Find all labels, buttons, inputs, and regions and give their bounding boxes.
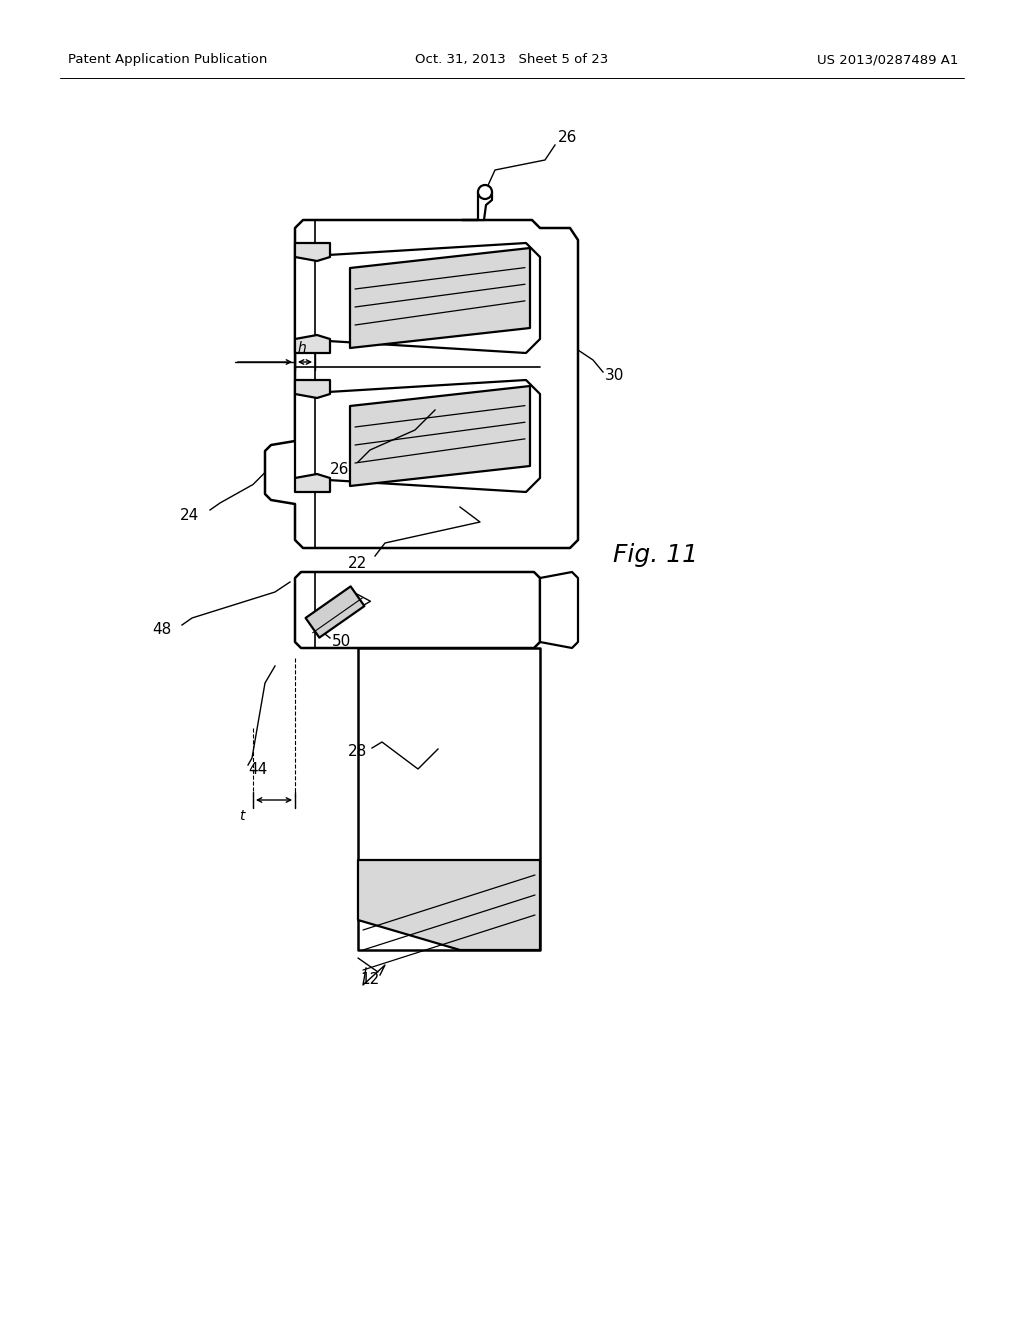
Text: 26: 26 bbox=[558, 131, 578, 145]
Text: 24: 24 bbox=[180, 507, 200, 523]
Polygon shape bbox=[265, 220, 578, 548]
Text: h: h bbox=[298, 341, 307, 355]
Text: Oct. 31, 2013   Sheet 5 of 23: Oct. 31, 2013 Sheet 5 of 23 bbox=[416, 54, 608, 66]
Polygon shape bbox=[295, 335, 330, 352]
Polygon shape bbox=[305, 586, 365, 638]
Polygon shape bbox=[462, 191, 492, 220]
Text: 12: 12 bbox=[360, 973, 379, 987]
Polygon shape bbox=[295, 474, 330, 492]
Polygon shape bbox=[295, 243, 540, 352]
Text: 48: 48 bbox=[152, 623, 171, 638]
Text: 30: 30 bbox=[605, 367, 625, 383]
Text: 44: 44 bbox=[248, 763, 267, 777]
Polygon shape bbox=[350, 248, 530, 348]
Polygon shape bbox=[358, 648, 540, 950]
Text: t: t bbox=[240, 809, 245, 822]
Text: 26: 26 bbox=[330, 462, 349, 478]
Text: 28: 28 bbox=[348, 744, 368, 759]
Polygon shape bbox=[358, 861, 540, 950]
Text: Fig. 11: Fig. 11 bbox=[613, 543, 698, 568]
Polygon shape bbox=[295, 243, 330, 261]
Text: US 2013/0287489 A1: US 2013/0287489 A1 bbox=[816, 54, 958, 66]
Text: Patent Application Publication: Patent Application Publication bbox=[68, 54, 267, 66]
Circle shape bbox=[478, 185, 492, 199]
Polygon shape bbox=[540, 572, 578, 648]
Polygon shape bbox=[350, 385, 530, 486]
Polygon shape bbox=[295, 380, 540, 492]
Text: 22: 22 bbox=[348, 556, 368, 570]
Polygon shape bbox=[295, 572, 540, 648]
Polygon shape bbox=[295, 380, 330, 399]
Text: 50: 50 bbox=[332, 635, 351, 649]
